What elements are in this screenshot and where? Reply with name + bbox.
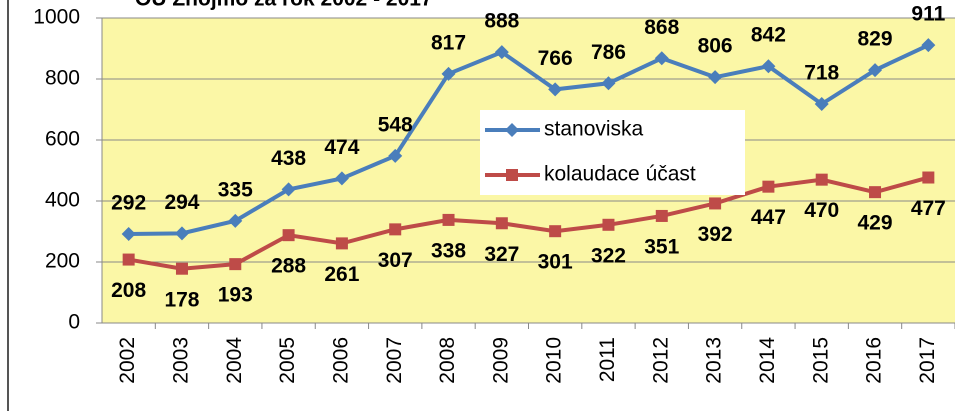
marker bbox=[922, 171, 935, 184]
marker bbox=[708, 70, 723, 85]
x-tick-label: 2016 bbox=[863, 337, 886, 384]
data-label: 806 bbox=[698, 35, 733, 58]
marker bbox=[549, 225, 562, 238]
marker bbox=[175, 262, 188, 275]
data-label: 288 bbox=[271, 255, 306, 278]
data-label: 294 bbox=[164, 191, 199, 214]
marker bbox=[761, 59, 776, 74]
y-tick-label: 600 bbox=[45, 128, 80, 151]
marker bbox=[389, 223, 402, 236]
line bbox=[128, 43, 930, 236]
data-label: 829 bbox=[858, 28, 893, 51]
x-tick-label: 2002 bbox=[116, 337, 139, 384]
x-tick-label: 2003 bbox=[170, 337, 193, 384]
data-label: 307 bbox=[378, 249, 413, 272]
data-label: 438 bbox=[271, 147, 306, 170]
data-label: 474 bbox=[324, 136, 359, 159]
marker bbox=[228, 213, 243, 228]
marker bbox=[548, 82, 563, 97]
marker bbox=[762, 180, 775, 193]
legend-label: kolaudace účast bbox=[544, 163, 696, 186]
data-label: 208 bbox=[111, 279, 146, 302]
y-tick-label: 800 bbox=[45, 67, 80, 90]
marker bbox=[602, 218, 615, 231]
data-label: 292 bbox=[111, 191, 146, 214]
marker bbox=[281, 182, 296, 197]
y-tick-label: 200 bbox=[45, 250, 80, 273]
data-label: 766 bbox=[538, 47, 573, 70]
marker bbox=[815, 173, 828, 186]
data-label: 193 bbox=[218, 284, 253, 307]
data-label: 338 bbox=[431, 239, 466, 262]
marker bbox=[174, 226, 189, 241]
legend-marker bbox=[505, 123, 519, 137]
marker bbox=[868, 63, 883, 78]
data-label: 911 bbox=[911, 3, 945, 26]
marker bbox=[441, 66, 456, 81]
data-label: 301 bbox=[538, 251, 573, 274]
marker bbox=[921, 38, 936, 53]
data-label: 261 bbox=[324, 263, 359, 286]
y-tick-label: 1000 bbox=[33, 6, 80, 29]
chart-title: OÚ Znojmo za rok 2002 - 2017 bbox=[135, 0, 433, 11]
x-tick-label: 2007 bbox=[383, 337, 406, 384]
data-label: 322 bbox=[591, 244, 626, 267]
x-tick-label: 2012 bbox=[649, 337, 672, 384]
data-label: 868 bbox=[644, 16, 679, 39]
marker bbox=[869, 186, 882, 199]
data-label: 817 bbox=[431, 31, 466, 54]
x-tick-label: 2004 bbox=[223, 337, 246, 384]
x-tick-label: 2009 bbox=[489, 337, 512, 384]
data-label: 351 bbox=[644, 235, 679, 258]
marker bbox=[814, 97, 829, 112]
x-tick-label: 2017 bbox=[916, 337, 939, 384]
data-label: 447 bbox=[751, 206, 786, 229]
data-label: 718 bbox=[804, 62, 839, 85]
x-tick-label: 2015 bbox=[809, 337, 832, 384]
y-tick-label: 0 bbox=[68, 311, 80, 334]
marker bbox=[388, 148, 403, 163]
legend-marker bbox=[506, 169, 518, 181]
data-label: 178 bbox=[164, 288, 199, 311]
x-tick-label: 2014 bbox=[756, 337, 779, 384]
data-label: 548 bbox=[378, 113, 413, 136]
data-label: 327 bbox=[484, 243, 519, 266]
marker bbox=[494, 45, 509, 60]
x-tick-label: 2008 bbox=[436, 337, 459, 384]
marker bbox=[229, 258, 242, 271]
x-tick-label: 2010 bbox=[543, 337, 566, 384]
marker bbox=[282, 229, 295, 242]
data-label: 842 bbox=[751, 24, 786, 47]
data-label: 477 bbox=[911, 197, 946, 220]
data-label: 470 bbox=[804, 199, 839, 222]
marker bbox=[601, 76, 616, 91]
y-tick-label: 400 bbox=[45, 189, 80, 212]
data-label: 335 bbox=[218, 178, 253, 201]
x-tick-label: 2006 bbox=[329, 337, 352, 384]
data-label: 888 bbox=[484, 10, 519, 33]
marker bbox=[122, 253, 135, 266]
x-tick-label: 2013 bbox=[703, 337, 726, 384]
marker bbox=[495, 217, 508, 230]
legend-label: stanoviska bbox=[544, 118, 644, 141]
marker bbox=[334, 171, 349, 186]
marker bbox=[442, 213, 455, 226]
x-tick-label: 2011 bbox=[596, 337, 619, 382]
data-label: 429 bbox=[858, 212, 893, 235]
legend-box bbox=[480, 110, 745, 195]
marker bbox=[335, 237, 348, 250]
line bbox=[128, 175, 929, 271]
marker bbox=[655, 209, 668, 222]
x-tick-label: 2005 bbox=[276, 337, 299, 384]
data-label: 392 bbox=[698, 223, 733, 246]
data-label: 786 bbox=[591, 41, 626, 64]
marker bbox=[654, 51, 669, 66]
marker bbox=[121, 226, 136, 241]
marker bbox=[709, 197, 722, 210]
